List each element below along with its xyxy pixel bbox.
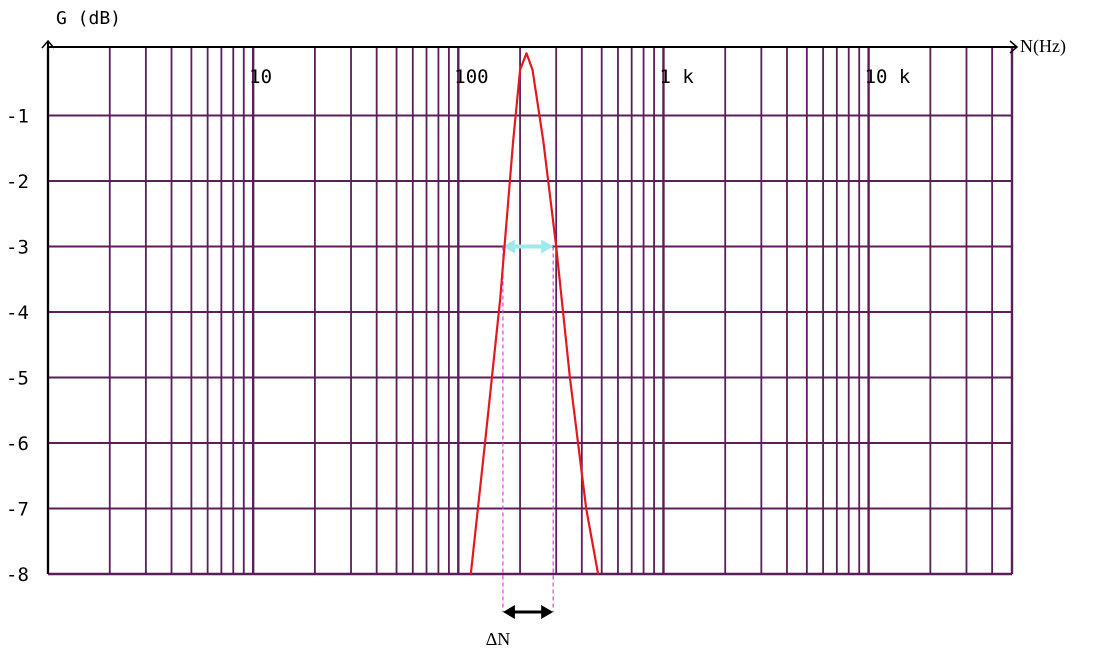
series-point <box>469 573 472 575</box>
x-tick-label: 10 k <box>865 66 911 88</box>
y-tick-label: -6 <box>6 433 29 455</box>
delta-n-arrow-head-right <box>541 605 554 619</box>
series-layer <box>469 52 600 575</box>
y-axis-label: G (dB) <box>56 8 121 29</box>
y-tick-label: -2 <box>6 171 29 193</box>
axes <box>41 39 1019 574</box>
x-tick-label: 10 <box>249 66 272 88</box>
y-tick-label: -1 <box>6 106 29 128</box>
x-axis-label: N(Hz) <box>1020 36 1066 57</box>
grid <box>46 47 1014 576</box>
series-line <box>469 52 600 575</box>
series-point <box>569 376 571 379</box>
series-point <box>555 245 557 248</box>
bandwidth-marker-head-right <box>541 239 554 254</box>
labels: G (dB) N(Hz) ΔN -1 -2 -3 -4 -5 -6 -7 -8 10 100 1 k… <box>6 8 1066 649</box>
series-point <box>525 52 528 55</box>
delta-n-arrow-head-left <box>502 605 515 619</box>
series-point <box>542 140 545 143</box>
y-tick-label: -7 <box>6 499 29 521</box>
x-axis-arrow <box>1009 40 1019 54</box>
series-point <box>512 140 514 143</box>
series-point <box>585 507 587 510</box>
bandwidth-marker-head-left <box>502 239 515 254</box>
y-tick-label: -4 <box>6 302 29 324</box>
bandwidth-label: ΔN <box>486 629 511 649</box>
y-tick-label: -3 <box>6 237 29 259</box>
y-tick-label: -8 <box>6 564 29 586</box>
series-point <box>519 68 521 71</box>
series-point <box>531 68 534 71</box>
bandwidth-guides <box>502 239 554 619</box>
x-tick-label: 1 k <box>659 66 694 88</box>
series-point <box>597 573 599 575</box>
series-point <box>499 298 501 300</box>
x-tick-label: 100 <box>454 66 488 88</box>
y-axis-arrow <box>41 39 55 49</box>
series-point <box>484 442 486 444</box>
y-tick-label: -5 <box>6 368 29 390</box>
